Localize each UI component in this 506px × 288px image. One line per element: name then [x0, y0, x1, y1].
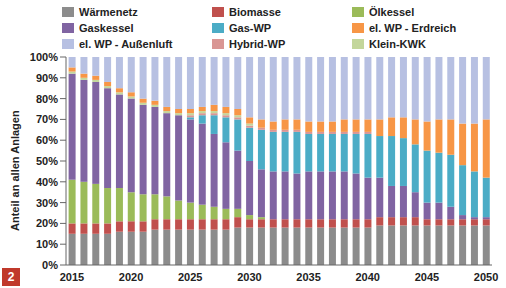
svg-text:2035: 2035 — [296, 271, 320, 283]
html-text:Klein-KWK: Klein-KWK — [369, 37, 426, 50]
svg-text:60%: 60% — [36, 134, 58, 146]
html-text:Ölkessel: Ölkessel — [369, 5, 415, 18]
html-text:2: 2 — [7, 270, 15, 284]
svg-text:0%: 0% — [42, 259, 58, 271]
html-text:Gaskessel: Gaskessel — [79, 21, 134, 34]
svg-text:2020: 2020 — [119, 271, 143, 283]
svg-text:2045: 2045 — [415, 271, 439, 283]
html-text:el. WP - Erdreich: el. WP - Erdreich — [369, 21, 457, 34]
html-text:Biomasse: Biomasse — [229, 5, 281, 18]
svg-text:2050: 2050 — [474, 271, 498, 283]
svg-text:30%: 30% — [36, 197, 58, 209]
svg-text:80%: 80% — [36, 93, 58, 105]
svg-text:2040: 2040 — [356, 271, 380, 283]
svg-text:2025: 2025 — [178, 271, 202, 283]
svg-text:10%: 10% — [36, 238, 58, 250]
svg-text:40%: 40% — [36, 176, 58, 188]
svg-text:100%: 100% — [30, 51, 58, 63]
html-text:Gas-WP: Gas-WP — [229, 21, 272, 34]
svg-text:90%: 90% — [36, 72, 58, 84]
svg-text:2015: 2015 — [60, 271, 84, 283]
svg-text:50%: 50% — [36, 155, 58, 167]
svg-text:70%: 70% — [36, 113, 58, 125]
html-text:el. WP - Außenluft: el. WP - Außenluft — [79, 37, 173, 50]
svg-text:2030: 2030 — [237, 271, 261, 283]
html-text:Hybrid-WP: Hybrid-WP — [229, 37, 286, 50]
svg-text:Anteil an allen Anlagen: Anteil an allen Anlagen — [9, 110, 21, 231]
html-text:Wärmenetz: Wärmenetz — [79, 5, 138, 18]
svg-text:20%: 20% — [36, 217, 58, 229]
